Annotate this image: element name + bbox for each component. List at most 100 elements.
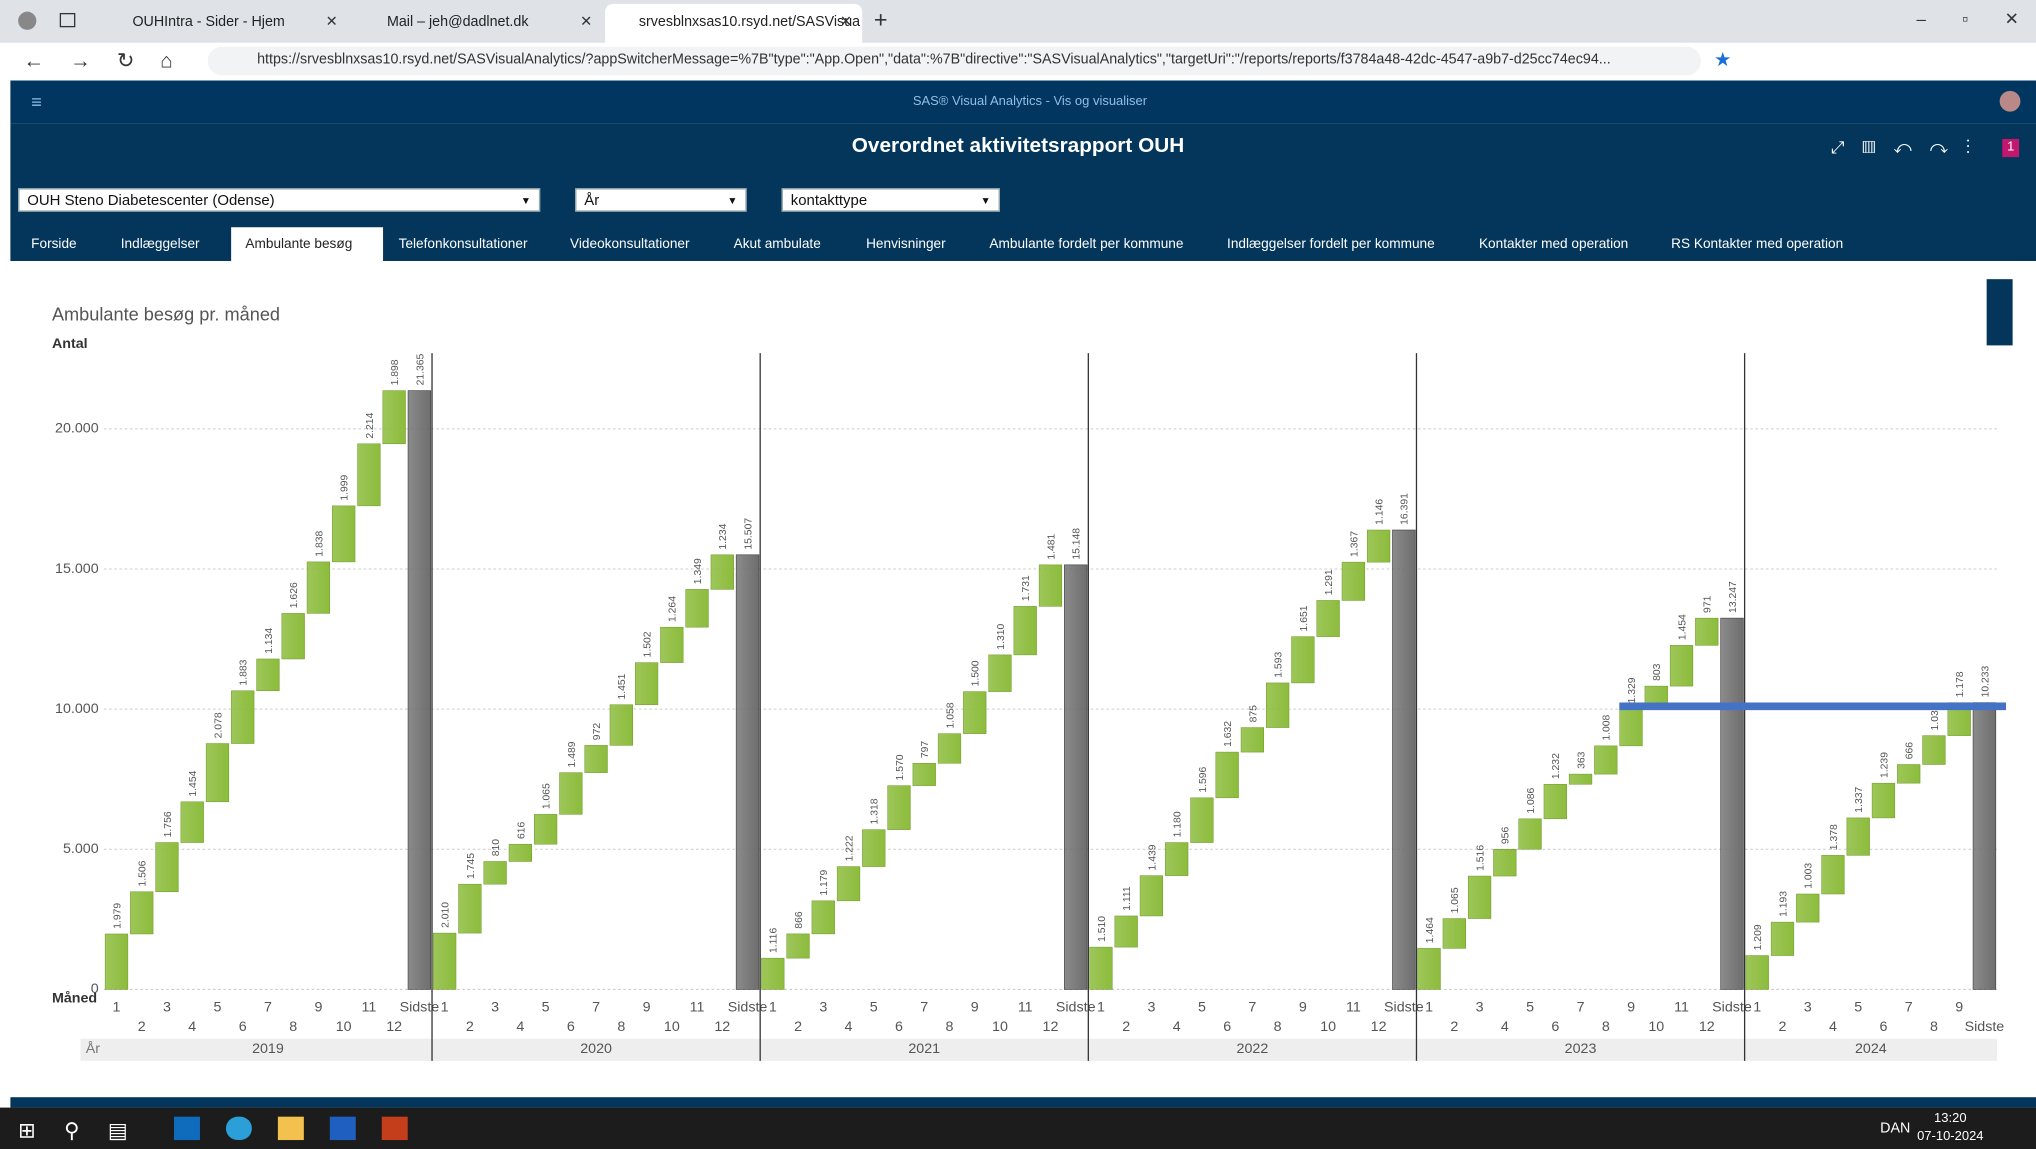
tab-title: srvesblnxsas10.rsyd.net/SASVisua — [638, 14, 861, 30]
annotation-line — [1619, 702, 2007, 711]
x-tick-label: 1 — [769, 999, 777, 1015]
page-tab[interactable]: Henvisninger — [866, 236, 946, 252]
x-tick-label: 3 — [491, 999, 499, 1015]
report-tools[interactable]: ⤢▥↶↷⋮ — [1830, 137, 1989, 158]
x-tick-label: 12 — [1699, 1019, 1715, 1035]
waterfall-bar — [1240, 727, 1265, 753]
value-label: 1.626 — [289, 582, 300, 608]
value-label: 1.030 — [1930, 704, 1941, 730]
value-label: 1.451 — [617, 673, 628, 699]
pinned-apps[interactable] — [173, 1116, 408, 1143]
x-tick-label: Sidste — [728, 999, 768, 1015]
value-label: 1.745 — [466, 853, 477, 879]
waterfall-bar — [1745, 955, 1769, 990]
filter-dropdown[interactable]: kontakttype ▼ — [781, 188, 1000, 212]
value-label: 1.883 — [239, 659, 250, 685]
waterfall-bar — [1038, 564, 1063, 607]
filter-dropdown[interactable]: OUH Steno Diabetescenter (Odense) ▼ — [18, 188, 541, 212]
page-tab[interactable]: RS Kontakter med operation — [1671, 236, 1844, 252]
value-label: 1.178 — [1955, 671, 1966, 697]
x-tick-label: 7 — [264, 999, 272, 1015]
page-tab[interactable]: Indlæggelser fordelt per kommune — [1227, 236, 1435, 252]
panel-toggle[interactable] — [1986, 279, 2013, 346]
x-tick-label: 8 — [946, 1019, 954, 1035]
x-tick-label: Sidste — [1965, 1019, 2005, 1035]
x-tick-label: 10 — [336, 1019, 352, 1035]
waterfall-bar — [1316, 600, 1340, 637]
report-title: Overordnet aktivitetsrapport OUH — [851, 135, 1185, 158]
value-label: 1.596 — [1198, 766, 1209, 792]
x-tick-label: 12 — [386, 1019, 402, 1035]
page-tab[interactable]: Videokonsultationer — [570, 236, 690, 252]
value-label: 972 — [592, 723, 603, 741]
page-tab[interactable]: Ambulante fordelt per kommune — [989, 236, 1184, 252]
value-label: 10.233 — [1980, 665, 1991, 697]
notification-badge[interactable]: 1 — [2002, 138, 2020, 158]
waterfall-bar — [281, 613, 305, 660]
favorite[interactable]: ★ — [1713, 49, 1732, 72]
clock-time[interactable]: 13:20 — [1934, 1111, 1967, 1126]
clock-date[interactable]: 07-10-2024 — [1917, 1129, 1984, 1144]
x-tick-label: 4 — [1173, 1019, 1181, 1035]
waterfall-bar — [1114, 915, 1138, 948]
waterfall-bar — [584, 745, 608, 773]
x-tick-label: 7 — [592, 999, 600, 1015]
x-tick-label: 2 — [794, 1019, 802, 1035]
value-label: 797 — [920, 741, 931, 759]
profile-icon[interactable] — [18, 11, 37, 30]
taskbar-icons[interactable]: ⊞⚲▤ — [18, 1120, 157, 1143]
waterfall-bar — [533, 814, 558, 845]
waterfall-bar — [634, 662, 659, 705]
x-tick-label: 10 — [1648, 1019, 1664, 1035]
page-tab[interactable]: Telefonkonsultationer — [398, 236, 528, 252]
x-tick-label: 6 — [895, 1019, 903, 1035]
value-label: 1.222 — [844, 835, 855, 861]
waterfall-bar — [180, 801, 204, 843]
value-label: 1.731 — [1021, 575, 1032, 601]
x-tick-label: 1 — [1753, 999, 1761, 1015]
x-tick-label: 8 — [289, 1019, 297, 1035]
waterfall-bar — [205, 743, 230, 803]
filter-dropdown[interactable]: År ▼ — [575, 188, 747, 212]
x-tick-label: 2 — [1450, 1019, 1458, 1035]
x-tick-label: 10 — [664, 1019, 680, 1035]
x-tick-label: 8 — [1274, 1019, 1282, 1035]
value-label: 1.003 — [1804, 863, 1815, 889]
value-label: 616 — [516, 821, 527, 839]
page-tab[interactable]: Forside — [31, 236, 77, 252]
x-tick-label: 12 — [1371, 1019, 1387, 1035]
waterfall-bar — [1518, 818, 1542, 850]
x-tick-label: 9 — [971, 999, 979, 1015]
page-tab[interactable]: Akut ambulate — [733, 236, 821, 252]
input-language[interactable]: DAN — [1880, 1120, 1911, 1137]
browser-tab[interactable]: OUHIntra - Sider - Hjem ✕ — [132, 14, 338, 30]
waterfall-bar — [1821, 855, 1845, 895]
browser-tab[interactable]: Mail – jeh@dadlnet.dk ✕ — [386, 14, 593, 30]
tab-actions[interactable] — [59, 12, 76, 28]
nav-buttons[interactable]: ←→↻⌂ — [23, 50, 199, 73]
new-tab[interactable]: + — [873, 6, 888, 33]
window-controls[interactable]: –▫✕ — [1916, 9, 2019, 29]
avatar[interactable] — [1999, 90, 2021, 112]
value-label: 1.329 — [1627, 677, 1638, 703]
value-label: 803 — [1652, 663, 1663, 681]
x-tick-label: 11 — [1346, 999, 1361, 1015]
waterfall-bar — [1139, 875, 1164, 917]
waterfall-bar — [382, 390, 406, 445]
waterfall-bar — [508, 843, 532, 862]
value-label: 1.999 — [340, 474, 351, 500]
x-tick-label: 10 — [992, 1019, 1008, 1035]
menu-button[interactable]: ≡ — [31, 90, 42, 112]
x-tick-label: 6 — [1879, 1019, 1887, 1035]
browser-tab-active[interactable]: srvesblnxsas10.rsyd.net/SASVisua ✕ — [605, 3, 863, 43]
page-tab[interactable]: Indlæggelser — [120, 236, 200, 252]
tab-strip — [0, 0, 2036, 43]
address-bar[interactable] — [207, 46, 1701, 76]
year-band — [80, 1038, 1998, 1061]
y-tick-label: 5.000 — [63, 841, 99, 857]
waterfall-bar — [786, 933, 810, 959]
page-tab[interactable]: Kontakter med operation — [1478, 236, 1629, 252]
page-tab[interactable]: Ambulante besøg — [245, 236, 353, 252]
value-label: 1.116 — [769, 928, 780, 953]
waterfall-bar — [660, 626, 684, 663]
